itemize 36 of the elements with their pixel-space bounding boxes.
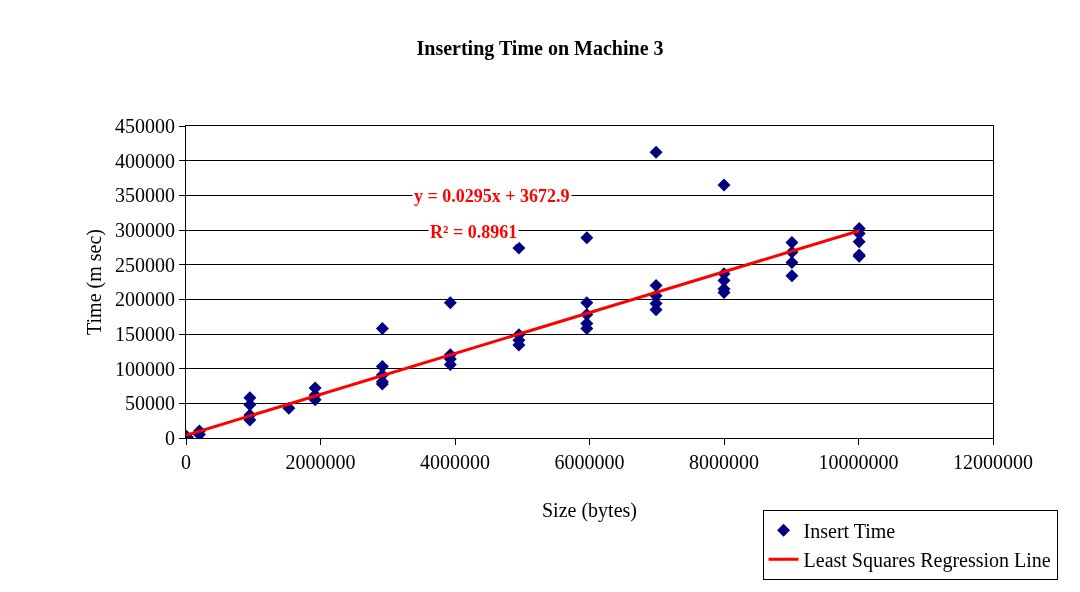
annotation: y = 0.0295x + 3672.9 — [414, 186, 570, 206]
y-axis-title: Time (m sec) — [82, 229, 106, 335]
point — [785, 256, 799, 270]
x-tick-label: 12000000 — [953, 451, 1033, 473]
point — [785, 269, 799, 283]
y-tick-label: 0 — [165, 427, 175, 449]
legend-label: Least Squares Regression Line — [803, 549, 1051, 573]
point — [717, 178, 731, 192]
annotation: R² = 0.8961 — [430, 222, 518, 242]
point — [512, 241, 526, 255]
x-axis-title: Size (bytes) — [542, 498, 637, 522]
point — [580, 231, 594, 245]
y-tick-label: 200000 — [115, 288, 175, 311]
y-tick-label: 100000 — [115, 357, 175, 380]
y-tick-label: 400000 — [115, 149, 175, 172]
x-tick-label: 2000000 — [285, 451, 356, 473]
x-tick-label: 4000000 — [420, 451, 490, 473]
legend-label: Insert Time — [803, 520, 896, 543]
point — [649, 145, 663, 159]
point — [580, 296, 594, 310]
y-tick-label: 350000 — [115, 184, 175, 207]
y-tick-label: 50000 — [125, 392, 175, 415]
x-tick-label: 0 — [181, 451, 191, 473]
x-tick-label: 10000000 — [818, 451, 899, 473]
point — [375, 321, 389, 335]
chart-title: Inserting Time on Machine 3 — [416, 37, 664, 61]
point — [443, 296, 457, 310]
y-tick-label: 450000 — [115, 115, 175, 137]
y-tick-label: 300000 — [115, 219, 175, 241]
y-tick-label: 250000 — [115, 253, 175, 276]
x-tick-label: 8000000 — [689, 451, 759, 473]
y-tick-label: 150000 — [115, 323, 175, 345]
point — [649, 278, 663, 292]
point — [785, 235, 799, 249]
point — [852, 235, 866, 249]
x-tick-label: 6000000 — [554, 451, 625, 473]
